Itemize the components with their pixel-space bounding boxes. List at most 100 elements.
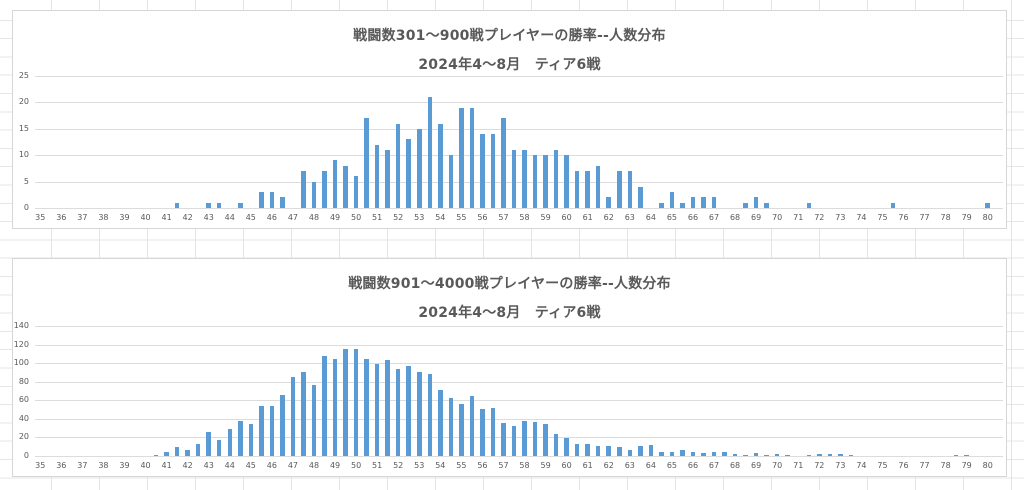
histogram-bar	[732, 454, 738, 456]
x-tick-label: 40	[140, 213, 151, 222]
x-tick-label: 78	[940, 461, 951, 470]
x-tick-label: 43	[203, 461, 214, 470]
x-tick-label: 44	[224, 461, 235, 470]
x-tick-label: 63	[624, 461, 635, 470]
x-tick-label: 49	[329, 213, 341, 222]
x-tick-label: 76	[898, 461, 909, 470]
histogram-bar	[574, 171, 580, 208]
x-tick-label: 77	[919, 461, 930, 470]
x-tick-label: 40	[140, 461, 151, 470]
histogram-bar	[774, 454, 780, 456]
histogram-bar	[448, 398, 454, 456]
histogram-bar	[743, 455, 748, 456]
histogram-bar	[522, 420, 527, 456]
x-tick-label: 69	[751, 461, 762, 470]
chart-bottom-histogram[interactable]: 戦闘数901〜4000戦プレイヤーの勝率--人数分布 2024年4〜8月 ティア…	[12, 258, 1007, 477]
histogram-bar	[353, 176, 359, 208]
gridline	[35, 437, 1003, 439]
histogram-bar	[595, 165, 601, 208]
histogram-bar	[722, 452, 727, 456]
histogram-bar	[332, 160, 338, 208]
x-tick-label: 41	[161, 213, 172, 222]
x-tick-label: 79	[961, 213, 972, 222]
histogram-bar	[574, 443, 580, 456]
histogram-bar	[174, 446, 180, 456]
x-tick-label: 54	[435, 213, 446, 222]
histogram-bar	[364, 118, 369, 208]
x-tick-label: 44	[224, 213, 235, 222]
x-tick-label: 50	[350, 213, 362, 222]
histogram-bar	[511, 149, 517, 208]
y-tick-label: 100	[13, 358, 29, 368]
x-tick-label: 68	[729, 213, 741, 222]
histogram-bar	[490, 407, 496, 456]
x-tick-label: 64	[645, 461, 656, 470]
gridline	[35, 418, 1003, 420]
chart-title-line1: 戦闘数901〜4000戦プレイヤーの勝率--人数分布	[348, 276, 671, 292]
x-tick-label: 75	[877, 213, 888, 222]
x-tick-label: 56	[477, 461, 488, 470]
x-tick-label: 72	[814, 213, 825, 222]
histogram-bar	[238, 202, 243, 208]
histogram-bar	[564, 155, 569, 208]
chart-top-histogram[interactable]: 戦闘数301〜900戦プレイヤーの勝率--人数分布 2024年4〜8月 ティア6…	[12, 10, 1007, 229]
x-tick-label: 43	[203, 213, 214, 222]
histogram-bar	[701, 197, 706, 208]
histogram-bar	[406, 139, 411, 208]
x-tick-label: 58	[519, 461, 530, 470]
histogram-bar	[490, 134, 496, 208]
y-tick-label: 0	[23, 203, 29, 212]
histogram-bar	[553, 433, 559, 456]
histogram-bar	[753, 197, 759, 208]
histogram-bar	[374, 364, 380, 456]
y-tick-label: 60	[18, 395, 29, 405]
histogram-bar	[395, 123, 401, 208]
histogram-bar	[690, 197, 696, 208]
histogram-bar	[290, 377, 296, 456]
histogram-bar	[343, 349, 348, 456]
y-tick-label: 140	[13, 321, 29, 330]
x-tick-label: 35	[35, 461, 46, 470]
histogram-bar	[438, 390, 443, 456]
histogram-bar	[638, 445, 643, 456]
histogram-bar	[259, 405, 264, 456]
x-tick-label: 78	[940, 213, 951, 222]
histogram-bar	[280, 197, 285, 208]
histogram-bar	[385, 149, 390, 208]
x-tick-label: 59	[540, 213, 551, 222]
histogram-bar	[669, 192, 675, 208]
histogram-bar	[701, 453, 706, 456]
x-tick-label: 36	[56, 213, 67, 222]
chart-title-line2: 2024年4〜8月 ティア6戦	[418, 57, 601, 73]
histogram-bar	[522, 149, 527, 208]
x-tick-label: 68	[729, 461, 741, 470]
y-tick-label: 80	[18, 376, 29, 386]
x-tick-label: 51	[372, 213, 383, 222]
histogram-bar	[206, 202, 211, 208]
histogram-bar	[817, 454, 822, 456]
histogram-bar	[953, 455, 959, 456]
histogram-bar	[627, 449, 633, 456]
histogram-bar	[301, 371, 306, 456]
x-tick-label: 38	[98, 213, 109, 222]
x-tick-label: 55	[456, 461, 467, 470]
x-axis-line	[35, 208, 1003, 209]
x-tick-label: 54	[435, 461, 446, 470]
histogram-bar	[216, 440, 222, 456]
histogram-bar	[659, 452, 664, 456]
y-tick-label: 5	[23, 176, 29, 186]
histogram-bar	[617, 171, 622, 208]
x-tick-label: 77	[919, 213, 930, 222]
histogram-bar	[511, 426, 517, 456]
x-tick-label: 80	[982, 461, 993, 470]
x-tick-label: 55	[456, 213, 467, 222]
x-tick-label: 53	[414, 461, 425, 470]
histogram-bar	[322, 355, 327, 456]
histogram-bar	[195, 443, 201, 456]
x-tick-label: 39	[119, 213, 130, 222]
histogram-bar	[216, 202, 222, 208]
histogram-bar	[785, 455, 790, 456]
x-tick-label: 67	[708, 461, 720, 470]
chart-title: 戦闘数901〜4000戦プレイヤーの勝率--人数分布 2024年4〜8月 ティア…	[13, 270, 1006, 328]
x-tick-label: 65	[666, 461, 677, 470]
